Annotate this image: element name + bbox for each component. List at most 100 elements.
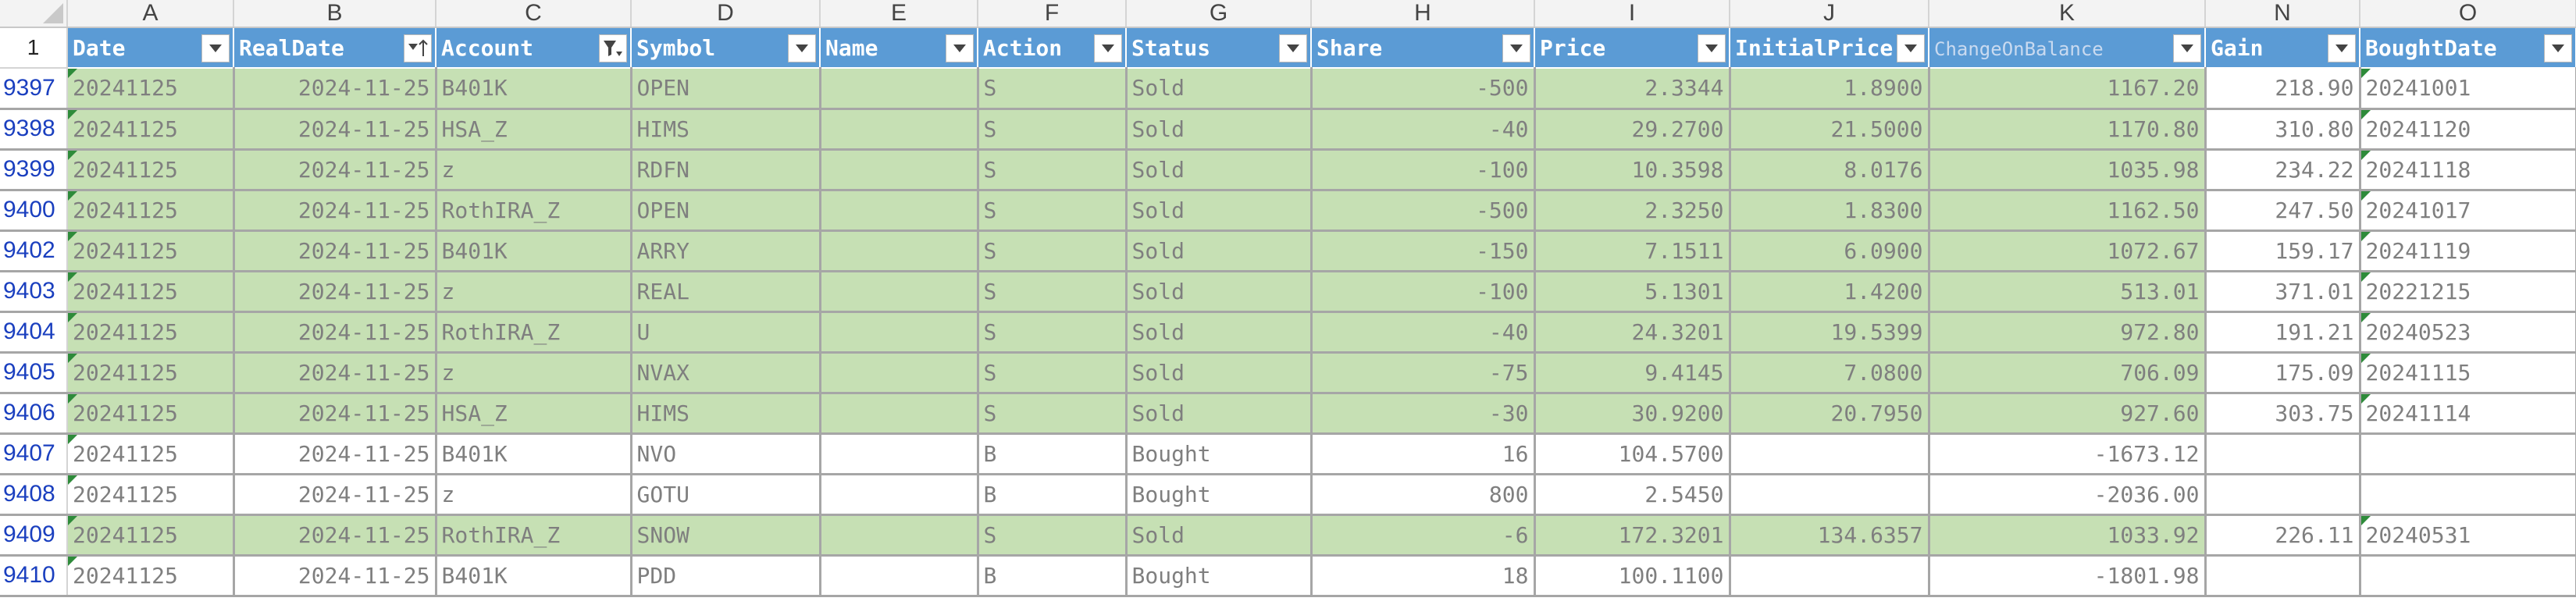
cell-price[interactable]: 29.2700: [1534, 109, 1731, 151]
cell-change[interactable]: -1673.12: [1929, 433, 2207, 475]
cell-initial[interactable]: 21.5000: [1730, 109, 1930, 151]
column-header-k[interactable]: K: [1929, 0, 2206, 28]
cell-status[interactable]: Sold: [1126, 393, 1313, 435]
cell-initial[interactable]: 7.0800: [1730, 352, 1930, 394]
cell-realdate[interactable]: 2024-11-25: [233, 433, 437, 475]
cell-name[interactable]: [820, 393, 979, 435]
cell-symbol[interactable]: SNOW: [631, 514, 821, 557]
cell-status[interactable]: Sold: [1126, 311, 1313, 354]
cell-action[interactable]: S: [978, 311, 1128, 354]
cell-name[interactable]: [820, 514, 979, 557]
cell-realdate[interactable]: 2024-11-25: [233, 190, 437, 232]
cell-realdate[interactable]: 2024-11-25: [233, 555, 437, 597]
cell-action[interactable]: S: [978, 271, 1128, 313]
cell-share[interactable]: -30: [1311, 393, 1536, 435]
cell-price[interactable]: 2.3344: [1534, 68, 1731, 110]
row-number[interactable]: 9404: [0, 311, 68, 354]
filter-dropdown-icon[interactable]: [2173, 34, 2201, 62]
row-number[interactable]: 9402: [0, 230, 68, 272]
row-number[interactable]: 9410: [0, 555, 68, 597]
filter-dropdown-icon[interactable]: [2328, 34, 2356, 62]
cell-gain[interactable]: 310.80: [2205, 109, 2361, 151]
column-header-i[interactable]: I: [1534, 0, 1730, 28]
cell-date[interactable]: 20241125: [67, 393, 235, 435]
sort-descending-icon[interactable]: [404, 34, 432, 62]
cell-price[interactable]: 2.5450: [1534, 474, 1731, 516]
cell-action[interactable]: S: [978, 149, 1128, 191]
cell-name[interactable]: [820, 149, 979, 191]
row-number[interactable]: 9400: [0, 190, 68, 232]
column-header-d[interactable]: D: [631, 0, 821, 28]
column-header-f[interactable]: F: [978, 0, 1127, 28]
column-header-g[interactable]: G: [1126, 0, 1312, 28]
cell-bought[interactable]: 20221215: [2360, 271, 2576, 313]
cell-share[interactable]: -40: [1311, 109, 1536, 151]
filter-dropdown-icon[interactable]: [788, 34, 816, 62]
cell-date[interactable]: 20241125: [67, 433, 235, 475]
cell-price[interactable]: 24.3201: [1534, 311, 1731, 354]
cell-initial[interactable]: 1.8900: [1730, 68, 1930, 110]
cell-symbol[interactable]: NVAX: [631, 352, 821, 394]
cell-gain[interactable]: 234.22: [2205, 149, 2361, 191]
column-header-j[interactable]: J: [1730, 0, 1929, 28]
cell-name[interactable]: [820, 109, 979, 151]
cell-realdate[interactable]: 2024-11-25: [233, 109, 437, 151]
cell-symbol[interactable]: PDD: [631, 555, 821, 597]
cell-initial[interactable]: 8.0176: [1730, 149, 1930, 191]
cell-status[interactable]: Sold: [1126, 514, 1313, 557]
cell-share[interactable]: -40: [1311, 311, 1536, 354]
column-header-a[interactable]: A: [67, 0, 234, 28]
cell-action[interactable]: S: [978, 393, 1128, 435]
cell-status[interactable]: Sold: [1126, 149, 1313, 191]
cell-gain[interactable]: 175.09: [2205, 352, 2361, 394]
row-number[interactable]: 9403: [0, 271, 68, 313]
cell-bought[interactable]: 20241001: [2360, 68, 2576, 110]
cell-account[interactable]: z: [436, 352, 632, 394]
cell-share[interactable]: 16: [1311, 433, 1536, 475]
cell-initial[interactable]: [1730, 474, 1930, 516]
filter-dropdown-icon[interactable]: [2544, 34, 2572, 62]
cell-change[interactable]: 706.09: [1929, 352, 2207, 394]
cell-symbol[interactable]: HIMS: [631, 393, 821, 435]
cell-action[interactable]: S: [978, 352, 1128, 394]
cell-price[interactable]: 10.3598: [1534, 149, 1731, 191]
cell-price[interactable]: 100.1100: [1534, 555, 1731, 597]
cell-realdate[interactable]: 2024-11-25: [233, 68, 437, 110]
cell-change[interactable]: 972.80: [1929, 311, 2207, 354]
cell-initial[interactable]: 20.7950: [1730, 393, 1930, 435]
cell-status[interactable]: Sold: [1126, 352, 1313, 394]
cell-date[interactable]: 20241125: [67, 230, 235, 272]
cell-account[interactable]: B401K: [436, 68, 632, 110]
cell-realdate[interactable]: 2024-11-25: [233, 271, 437, 313]
cell-share[interactable]: -100: [1311, 149, 1536, 191]
cell-name[interactable]: [820, 68, 979, 110]
cell-gain[interactable]: [2205, 555, 2361, 597]
row-number[interactable]: 9407: [0, 433, 68, 475]
filter-dropdown-icon[interactable]: [1897, 34, 1925, 62]
cell-price[interactable]: 104.5700: [1534, 433, 1731, 475]
cell-price[interactable]: 172.3201: [1534, 514, 1731, 557]
cell-date[interactable]: 20241125: [67, 311, 235, 354]
cell-change[interactable]: 1033.92: [1929, 514, 2207, 557]
filter-dropdown-icon[interactable]: [1279, 34, 1307, 62]
cell-price[interactable]: 7.1511: [1534, 230, 1731, 272]
cell-change[interactable]: 1167.20: [1929, 68, 2207, 110]
row-number[interactable]: 9409: [0, 514, 68, 557]
cell-status[interactable]: Bought: [1126, 555, 1313, 597]
cell-gain[interactable]: [2205, 433, 2361, 475]
cell-change[interactable]: 1072.67: [1929, 230, 2207, 272]
cell-initial[interactable]: 6.0900: [1730, 230, 1930, 272]
cell-bought[interactable]: 20241115: [2360, 352, 2576, 394]
cell-name[interactable]: [820, 352, 979, 394]
cell-name[interactable]: [820, 433, 979, 475]
column-header-e[interactable]: E: [820, 0, 978, 28]
cell-status[interactable]: Bought: [1126, 433, 1313, 475]
cell-symbol[interactable]: REAL: [631, 271, 821, 313]
row-number[interactable]: 9408: [0, 474, 68, 516]
row-number[interactable]: 9399: [0, 149, 68, 191]
cell-symbol[interactable]: RDFN: [631, 149, 821, 191]
cell-price[interactable]: 2.3250: [1534, 190, 1731, 232]
cell-action[interactable]: S: [978, 109, 1128, 151]
cell-realdate[interactable]: 2024-11-25: [233, 149, 437, 191]
filter-dropdown-icon[interactable]: [1698, 34, 1726, 62]
